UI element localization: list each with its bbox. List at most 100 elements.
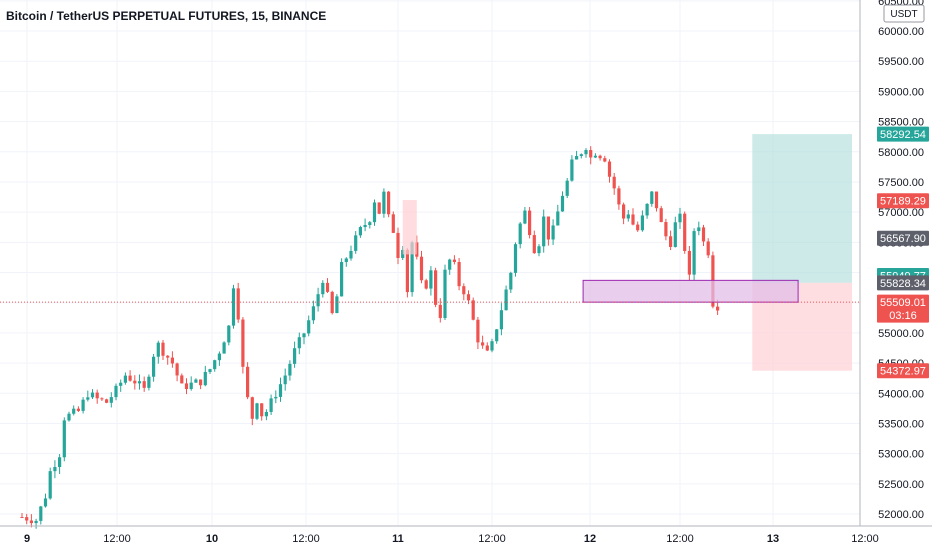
candle-body xyxy=(39,506,43,521)
candle-body xyxy=(246,366,250,398)
candle-body xyxy=(349,250,353,259)
candle-body xyxy=(626,214,630,219)
target-zone[interactable] xyxy=(752,134,852,283)
candle-body xyxy=(443,269,447,319)
candle-body xyxy=(255,403,259,419)
candle-body xyxy=(105,399,109,403)
candle-body xyxy=(410,242,414,293)
candle-body xyxy=(650,191,654,204)
candle-body xyxy=(584,149,588,155)
candle-body xyxy=(358,227,362,236)
candle-body xyxy=(551,225,555,240)
candle-body xyxy=(363,225,367,228)
candle-body xyxy=(354,235,358,251)
candle-body xyxy=(504,289,508,311)
candle-body xyxy=(161,342,165,356)
candle-body xyxy=(184,383,189,390)
candle-body xyxy=(683,213,687,251)
position-zones[interactable] xyxy=(752,134,852,371)
candle-body xyxy=(518,223,522,245)
y-tick-label: 58000.00 xyxy=(878,147,924,159)
candle-body xyxy=(612,176,616,189)
candle-body xyxy=(81,399,85,411)
chart-title: Bitcoin / TetherUS PERPETUAL FUTURES, 15… xyxy=(6,9,326,23)
candle-body xyxy=(556,211,560,226)
candle-body xyxy=(481,342,485,346)
x-tick-label: 12:00 xyxy=(478,533,506,545)
candle-body xyxy=(344,258,348,263)
candle-body xyxy=(452,259,456,263)
candle-body xyxy=(166,355,170,358)
candle-body xyxy=(34,520,38,524)
y-tick-label: 52500.00 xyxy=(878,479,924,491)
candle-body xyxy=(222,342,226,354)
candle-body xyxy=(673,222,677,247)
candle-body xyxy=(236,288,240,320)
candle-body xyxy=(156,342,160,357)
candle-body xyxy=(659,208,663,223)
price-label-bg xyxy=(877,193,929,209)
candle-body xyxy=(706,241,710,256)
y-tick-label: 55000.00 xyxy=(878,328,924,340)
candle-body xyxy=(499,310,503,330)
candle-body xyxy=(692,231,696,275)
candle-body xyxy=(250,397,254,419)
candle-body xyxy=(137,381,142,384)
candle-body xyxy=(419,256,424,281)
candle-body xyxy=(260,403,264,417)
candle-body xyxy=(316,294,320,307)
candle-body xyxy=(438,304,442,319)
candle-body xyxy=(278,384,283,397)
x-tick-label: 10 xyxy=(206,533,218,545)
price-label-bg xyxy=(877,275,929,291)
candle-body xyxy=(523,210,527,224)
highlight-box[interactable] xyxy=(582,279,799,303)
candle-body xyxy=(546,216,550,240)
x-tick-label: 12:00 xyxy=(103,533,131,545)
candle-body xyxy=(58,457,62,468)
time-axis[interactable]: 9 12:00 10 12:00 11 12:00 12 12:00 13 12:00 xyxy=(24,533,879,545)
candle-body xyxy=(189,382,193,390)
y-tick-label: 54000.00 xyxy=(878,388,924,400)
candle-body xyxy=(325,282,330,292)
overlays[interactable] xyxy=(0,200,860,303)
x-tick-label: 12:00 xyxy=(292,533,320,545)
candle-body xyxy=(579,154,583,157)
y-tick-label: 60500.00 xyxy=(878,0,924,8)
candle-body xyxy=(391,214,395,233)
candle-body xyxy=(330,291,334,314)
small-zone-box[interactable] xyxy=(402,200,417,255)
candle-body xyxy=(43,498,48,507)
candle-body xyxy=(448,259,452,270)
candle-body xyxy=(241,319,245,367)
candle-body xyxy=(640,215,644,231)
candle-body xyxy=(53,467,57,472)
candle-body xyxy=(170,357,174,364)
candle-body xyxy=(307,320,311,334)
x-tick-label: 9 xyxy=(24,533,30,545)
candle-body xyxy=(687,250,691,275)
price-labels: 58292.5457189.2956567.9055949.7755828.34… xyxy=(877,126,929,379)
candle-body xyxy=(387,191,391,215)
candle-body xyxy=(269,398,273,412)
candle-body xyxy=(537,246,541,254)
candle-body xyxy=(485,345,489,351)
candles xyxy=(20,146,720,529)
candle-body xyxy=(231,288,236,326)
candle-body xyxy=(20,517,24,519)
candle-body xyxy=(570,159,574,181)
candle-body xyxy=(283,375,287,385)
currency-badge[interactable] xyxy=(883,4,925,23)
candle-body xyxy=(72,408,76,414)
candle-body xyxy=(25,517,29,521)
candle-body xyxy=(90,392,95,398)
currency-label: USDT xyxy=(890,9,917,20)
candle-body xyxy=(575,156,579,160)
candle-body xyxy=(293,348,297,364)
candle-body xyxy=(208,369,212,372)
x-tick-label: 11 xyxy=(392,533,404,545)
candle-body xyxy=(565,180,569,196)
candle-body xyxy=(203,371,207,386)
